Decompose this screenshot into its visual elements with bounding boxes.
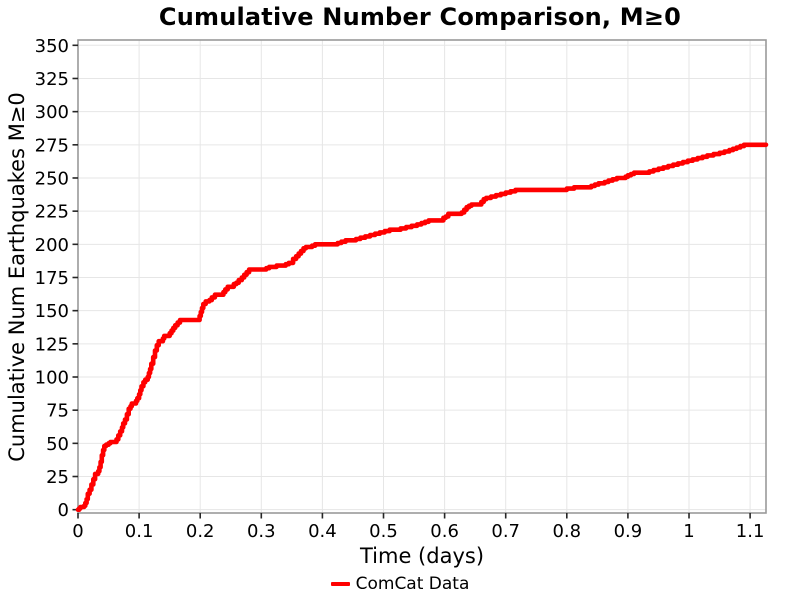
x-tick-label: 0.5 — [369, 521, 398, 542]
x-tick-label: 1 — [683, 521, 694, 542]
chart-title: Cumulative Number Comparison, M≥0 — [158, 3, 682, 31]
x-tick-label: 0.6 — [430, 521, 459, 542]
x-tick-label: 0.4 — [308, 521, 337, 542]
x-tick-label: 0.3 — [247, 521, 276, 542]
x-tick-label: 0.9 — [614, 521, 643, 542]
y-tick-label: 225 — [35, 202, 69, 223]
y-tick-label: 100 — [35, 368, 69, 389]
y-tick-label: 325 — [35, 69, 69, 90]
legend-label: ComCat Data — [355, 574, 470, 594]
y-tick-label: 50 — [46, 434, 69, 455]
x-tick-label: 0.8 — [552, 521, 581, 542]
x-axis-label: Time (days) — [359, 544, 485, 568]
legend: ComCat Data — [0, 574, 800, 594]
y-tick-label: 300 — [35, 102, 69, 123]
y-tick-label: 250 — [35, 168, 69, 189]
y-tick-label: 175 — [35, 268, 69, 289]
plot-border — [77, 39, 767, 514]
series-line — [75, 142, 769, 512]
y-tick-label: 0 — [58, 500, 69, 521]
y-tick-label: 200 — [35, 235, 69, 256]
y-tick-label: 150 — [35, 301, 69, 322]
x-tick-label: 0.1 — [125, 521, 154, 542]
y-tick-label: 350 — [35, 36, 69, 57]
legend-line-swatch — [330, 582, 350, 586]
x-tick-label: 1.1 — [736, 521, 765, 542]
y-tick-label: 75 — [46, 401, 69, 422]
x-tick-label: 0 — [72, 521, 83, 542]
y-tick-label: 125 — [35, 334, 69, 355]
y-tick-label: 275 — [35, 135, 69, 156]
x-tick-label: 0.2 — [186, 521, 215, 542]
y-tick-label: 25 — [46, 467, 69, 488]
x-tick-label: 0.7 — [491, 521, 520, 542]
